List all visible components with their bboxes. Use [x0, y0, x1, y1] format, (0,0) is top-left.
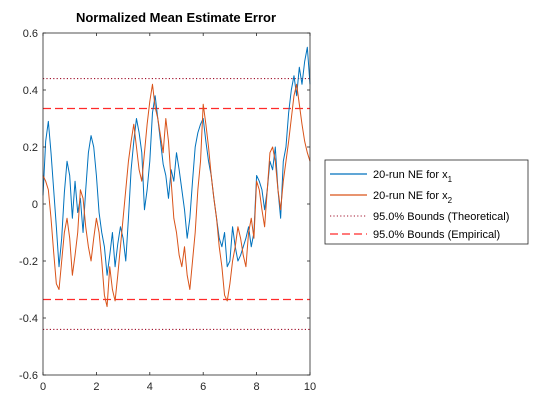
plot-area: 0 2 4 6 8 10 -0.6 -0.4 -0.2 0 0.2 0.4 0.6	[19, 28, 316, 393]
legend-label-text: 95.0% Bounds (Empirical)	[373, 229, 500, 241]
legend-label-theoretical: 95.0% Bounds (Theoretical)	[373, 211, 509, 223]
chart-title-group: Normalized Mean Estimate Error	[76, 10, 276, 25]
y-tick-label: -0.4	[19, 313, 38, 325]
legend-label-subscript: 1	[448, 175, 453, 184]
x-axis-ticks: 0 2 4 6 8 10	[40, 33, 316, 393]
series-line-x1	[42, 46, 311, 276]
legend-label-empirical: 95.0% Bounds (Empirical)	[373, 229, 500, 241]
x-tick-label: 0	[40, 381, 46, 393]
series-line-x2	[42, 83, 311, 308]
x-tick-label: 10	[304, 381, 316, 393]
x-tick-label: 8	[254, 381, 260, 393]
series-lines	[42, 46, 311, 308]
y-tick-label: 0.4	[23, 85, 38, 97]
legend-label-x2: 20-run NE for x2	[373, 190, 453, 205]
x-tick-label: 4	[147, 381, 153, 393]
reference-lines	[43, 78, 310, 330]
y-tick-label: -0.2	[19, 256, 38, 268]
y-tick-label: 0.2	[23, 142, 38, 154]
legend-label-x1: 20-run NE for x1	[373, 169, 453, 184]
axes-background	[43, 33, 310, 375]
legend-label-text: 95.0% Bounds (Theoretical)	[373, 211, 509, 223]
y-tick-label: -0.6	[19, 370, 38, 382]
y-axis-ticks: -0.6 -0.4 -0.2 0 0.2 0.4 0.6	[19, 28, 310, 382]
y-tick-label: 0	[32, 199, 38, 211]
legend-label-text: 20-run NE for x	[373, 190, 448, 202]
legend-label-subscript: 2	[448, 196, 453, 205]
x-tick-label: 6	[200, 381, 206, 393]
legend-label-text: 20-run NE for x	[373, 169, 448, 181]
x-tick-label: 2	[93, 381, 99, 393]
y-tick-label: 0.6	[23, 28, 38, 40]
chart-title: Normalized Mean Estimate Error	[76, 10, 276, 25]
